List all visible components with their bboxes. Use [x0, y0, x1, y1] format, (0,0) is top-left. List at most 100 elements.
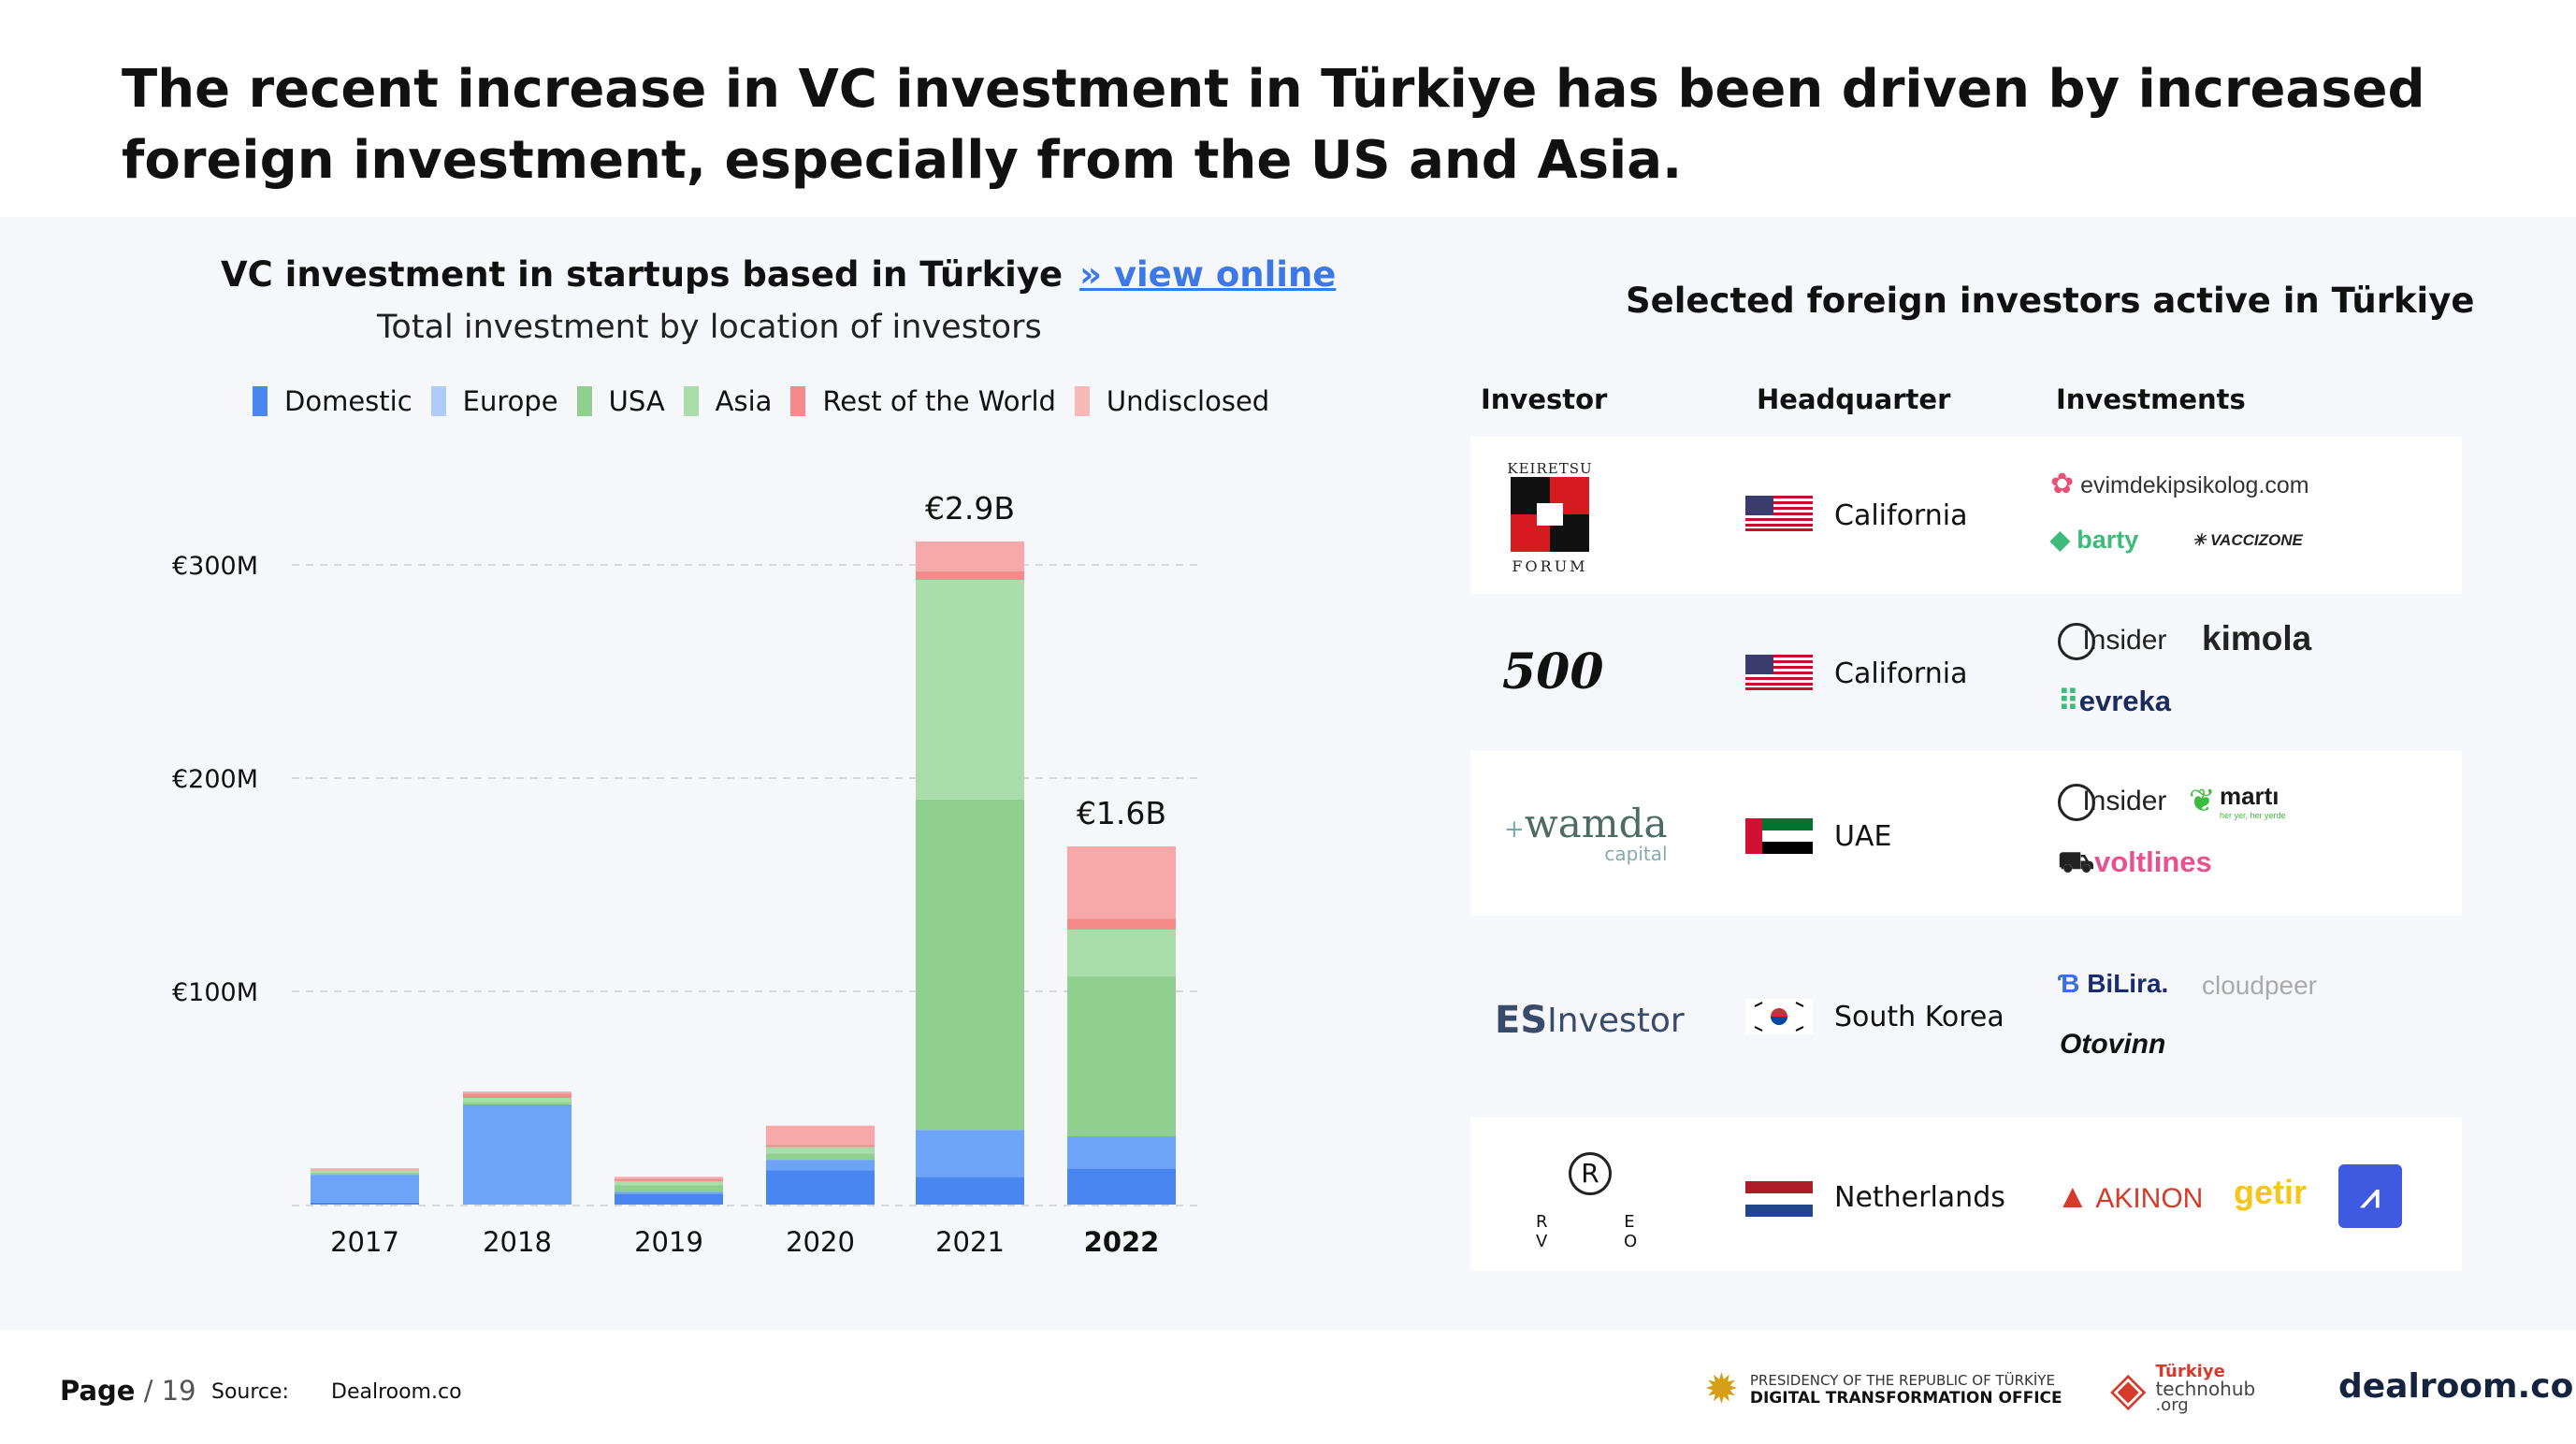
bar-segment-europe [463, 1104, 572, 1205]
bar-segment-rest-of-the-world [916, 570, 1024, 580]
otovinn-logo: Otovinn [2060, 1029, 2166, 1060]
x-tick-label: 2018 [483, 1226, 552, 1258]
headquarter-cell: California [1834, 657, 1968, 690]
vaccizone-mark-icon: ✳ [2192, 531, 2207, 549]
dto-logo: ✹ PRESIDENCY OF THE REPUBLIC OF TÜRKİYE … [1704, 1365, 2062, 1413]
500-logo: 500 [1502, 643, 1604, 700]
bar-segment-undisclosed [1067, 845, 1176, 919]
x-tick-label: 2021 [935, 1226, 1005, 1258]
bar-segment-europe [615, 1191, 723, 1194]
bar-segment-rest-of-the-world [463, 1093, 572, 1098]
korea-flag-icon [1745, 999, 1813, 1034]
getir-logo: getir [2234, 1173, 2308, 1211]
us-flag-icon [1745, 496, 1813, 531]
headquarter-cell: California [1834, 499, 1968, 532]
column-header-headquarter: Headquarter [1757, 383, 1951, 415]
vaccizone-logo: ✳ VACCIZONE [2192, 531, 2303, 549]
bar-segment-usa [766, 1153, 875, 1161]
bar-segment-usa [463, 1102, 572, 1105]
bar-segment-domestic [766, 1170, 875, 1205]
bar-segment-asia [766, 1147, 875, 1154]
x-tick-label: 2020 [786, 1226, 855, 1258]
legend-item-asia: Asia [683, 385, 772, 417]
headquarter-cell: South Korea [1834, 1001, 2004, 1033]
bar-segment-europe [311, 1175, 419, 1203]
cloudpeer-logo: cloudpeer [2202, 971, 2317, 1000]
insider-logo: Insider [2058, 623, 2166, 660]
keiretsu-mark-icon [1511, 477, 1589, 552]
page-indicator: Page / 19 [60, 1375, 196, 1407]
barty-mark-icon: ◆ [2050, 526, 2070, 554]
revo-r-icon: R [1569, 1152, 1612, 1195]
bar-segment-europe [1067, 1136, 1176, 1169]
x-tick-label: 2019 [634, 1226, 703, 1258]
stacked-bar-chart: €100M €200M €300M 2017 2018 2019 2020 2021 2022 €… [172, 490, 1197, 1258]
investors-table-title: Selected foreign investors active in Tür… [1626, 281, 2475, 321]
wamda-capital-logo: +wamda capital [1504, 801, 1668, 865]
bar-segment-usa [615, 1185, 723, 1192]
x-tick-label: 2017 [330, 1226, 399, 1258]
bar-segment-undisclosed [615, 1177, 723, 1179]
uae-flag-icon [1745, 818, 1813, 854]
y-tick-label: €200M [172, 765, 258, 794]
wamda-plus-icon: + [1504, 816, 1525, 844]
bar-segment-undisclosed [311, 1168, 419, 1171]
bar-segment-usa [311, 1172, 419, 1176]
headquarter-cell: UAE [1834, 820, 1892, 853]
bar-segment-undisclosed [463, 1091, 572, 1094]
legend-item-domestic: Domestic [253, 385, 412, 417]
legend-item-undisclosed: Undisclosed [1074, 385, 1269, 417]
y-tick-label: €300M [172, 552, 258, 581]
dealroom-logo: dealroom.co [2338, 1367, 2574, 1406]
bar-segment-domestic [1067, 1168, 1176, 1205]
butterfly-icon: ✿ [2050, 469, 2075, 499]
chart-legend: Domestic Europe USA Asia Rest of the Wor… [253, 385, 1288, 417]
akinon-mark-icon: ▲ [2056, 1177, 2090, 1215]
page-headline: The recent increase in VC investment in … [122, 59, 2425, 191]
bar-segment-europe [766, 1160, 875, 1171]
bar-segment-europe [916, 1130, 1024, 1177]
bar-segment-undisclosed [916, 541, 1024, 571]
legend-item-europe: Europe [430, 385, 558, 417]
revo-logo: R R E V O [1508, 1152, 1695, 1251]
bar-segment-domestic [311, 1202, 419, 1205]
legend-item-rest-of-world: Rest of the World [790, 385, 1056, 417]
source-label: Source: [211, 1380, 289, 1404]
marti-logo: ❦ martı her yer, her yerde [2189, 782, 2286, 820]
bar-segment-domestic [615, 1193, 723, 1205]
chart-title-text: VC investment in startups based in Türki… [221, 254, 1064, 295]
es-investor-logo: ES Investor [1495, 999, 1685, 1042]
bar-segment-rest-of-the-world [1067, 918, 1176, 930]
bilira-logo: Ɓ BiLira. [2058, 969, 2169, 998]
bar-segment-usa [916, 799, 1024, 1131]
marti-bird-icon: ❦ [2189, 783, 2216, 819]
column-header-investments: Investments [2056, 383, 2246, 415]
insider-logo: Insider [2058, 784, 2166, 821]
legend-item-usa: USA [576, 385, 665, 417]
view-online-link[interactable]: » view online [1079, 254, 1337, 295]
barty-logo: ◆ barty [2050, 526, 2139, 554]
x-tick-label: 2022 [1084, 1226, 1160, 1258]
bar-total-label: €2.9B [925, 490, 1015, 527]
us-flag-icon [1745, 655, 1813, 690]
akinon-logo: ▲ AKINON [2056, 1177, 2204, 1215]
evreka-mark-icon: ⠿ [2058, 685, 2079, 717]
netherlands-flag-icon [1745, 1181, 1813, 1217]
bar-segment-asia [1067, 929, 1176, 977]
table-row [1470, 1118, 2462, 1271]
voltlines-logo: ⛟voltlines [2058, 845, 2212, 878]
evimdekipsikolog-logo: ✿ evimdekipsikolog.com [2050, 469, 2309, 499]
voltlines-van-icon: ⛟ [2058, 845, 2094, 878]
bar-segment-usa [1067, 976, 1176, 1137]
chart-title: VC investment in startups based in Türki… [221, 254, 1336, 295]
bar-total-label: €1.6B [1077, 795, 1166, 831]
sun-emblem-icon: ✹ [1704, 1365, 1739, 1413]
bar-segment-asia [311, 1170, 419, 1173]
column-header-investor: Investor [1481, 383, 1608, 415]
table-row [1470, 437, 2462, 594]
bar-segment-asia [463, 1098, 572, 1103]
kimola-logo: kimola [2202, 619, 2312, 657]
table-row [1470, 751, 2462, 916]
bar-segment-asia [615, 1180, 723, 1186]
bar-segment-rest-of-the-world [766, 1145, 875, 1148]
